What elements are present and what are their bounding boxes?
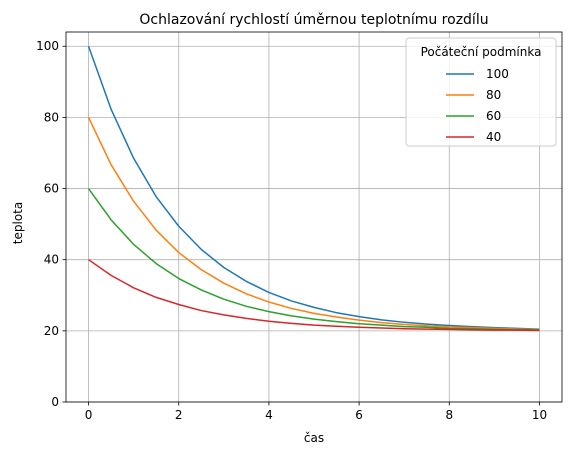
chart-title: Ochlazování rychlostí úměrnou teplotnímu… <box>139 12 488 28</box>
y-tick-label-2: 40 <box>44 253 59 267</box>
series-line-100 <box>87 45 540 330</box>
legend-label-40: 40 <box>486 130 501 144</box>
legend-label-100: 100 <box>486 67 509 81</box>
axes-frame <box>65 31 563 403</box>
x-tick-label-1: 2 <box>175 408 183 422</box>
y-tick-label-1: 20 <box>44 324 59 338</box>
legend-title: Počáteční podmínka <box>421 45 542 59</box>
series-line-80 <box>87 117 540 331</box>
series-line-40 <box>88 259 540 332</box>
x-tick-label-3: 6 <box>355 408 363 422</box>
legend-box <box>405 37 557 147</box>
legend-label-60: 60 <box>486 109 501 123</box>
y-tick-label-0: 0 <box>51 395 59 409</box>
x-axis-label: čas <box>304 431 324 445</box>
legend-label-80: 80 <box>486 88 501 102</box>
y-axis-label: teplota <box>11 202 25 244</box>
series-line-60 <box>87 188 540 331</box>
y-tick-label-5: 100 <box>36 39 59 53</box>
x-tick-label-5: 10 <box>532 408 547 422</box>
legend: Počáteční podmínka 100 80 60 40 <box>405 37 557 147</box>
x-tick-label-0: 0 <box>85 408 93 422</box>
x-tick-label-2: 4 <box>265 408 273 422</box>
y-tick-label-3: 60 <box>44 182 59 196</box>
x-tick-label-4: 8 <box>445 408 453 422</box>
y-tick-label-4: 80 <box>44 110 59 124</box>
